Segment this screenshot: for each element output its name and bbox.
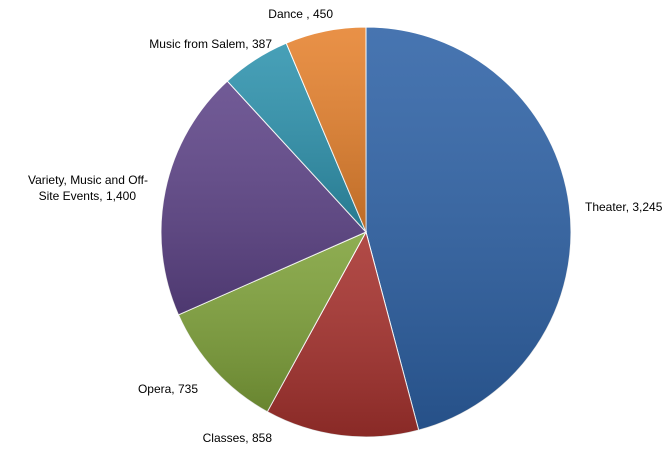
slice-label-opera: Opera, 735 (138, 382, 198, 396)
pie-slice-shading (366, 27, 571, 431)
pie-slice-shading (267, 232, 419, 437)
pie-slice-shading (160, 81, 366, 315)
pie-slices (160, 26, 572, 438)
slice-label-variety-music-and-off-site-events: Variety, Music and Off-Site Events, 1,40… (28, 173, 148, 203)
pie-slice-shading (286, 27, 366, 232)
slice-label-music-from-salem: Music from Salem, 387 (149, 37, 272, 51)
slice-label-classes: Classes, 858 (203, 431, 273, 445)
slice-labels: Theater, 3,245 Classes, 858 Opera, 735 Vari… (28, 7, 663, 445)
pie-slice-shading (178, 232, 366, 412)
slice-label-theater: Theater, 3,245 (585, 200, 663, 214)
pie-slice-shading (227, 43, 366, 233)
slice-label-dance: Dance , 450 (268, 7, 333, 21)
